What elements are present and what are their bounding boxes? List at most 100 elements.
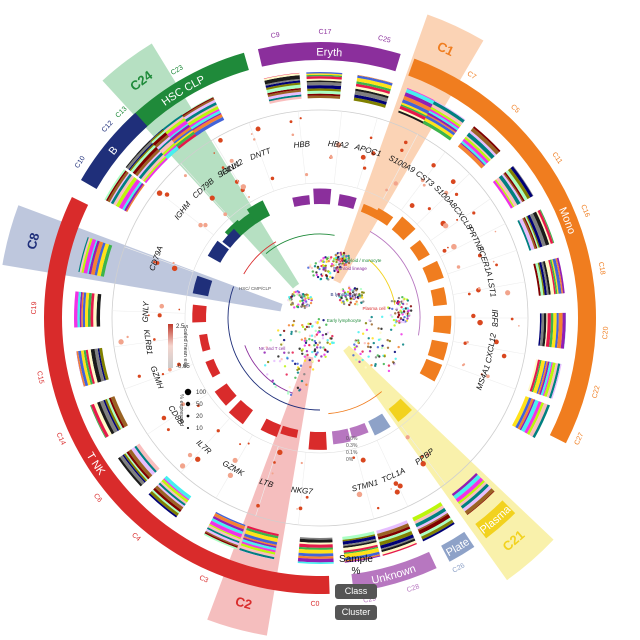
size-legend-dot xyxy=(185,401,191,407)
umap-point xyxy=(346,299,349,302)
composition-band xyxy=(533,360,546,394)
umap-point xyxy=(311,368,315,371)
composition-band xyxy=(403,95,436,114)
gene-label-ltb: LTB xyxy=(258,477,275,490)
umap-point xyxy=(313,265,317,268)
umap-embedding: Erythroid lineage HSC/ CMP/CLP B lymphocyt… xyxy=(239,251,413,397)
umap-point xyxy=(317,317,321,321)
umap-point xyxy=(315,333,319,336)
umap-point xyxy=(338,268,341,271)
expression-dot xyxy=(273,461,276,464)
gene-spoke xyxy=(124,246,194,273)
composition-band xyxy=(181,96,214,116)
composition-band xyxy=(183,99,216,120)
umap-point xyxy=(324,264,327,267)
umap-point xyxy=(281,342,284,345)
composition-band xyxy=(246,527,279,539)
umap-point xyxy=(353,343,356,346)
composition-band xyxy=(465,135,492,160)
sample-percent-bar xyxy=(313,188,332,205)
umap-point xyxy=(390,299,394,303)
umap-point xyxy=(269,339,272,342)
composition-band xyxy=(110,396,128,428)
composition-band xyxy=(496,177,518,207)
gene-label-klrb1: KLRB1 xyxy=(142,329,154,355)
umap-point xyxy=(266,360,270,364)
composition-band xyxy=(204,532,238,548)
expression-dot xyxy=(397,483,403,489)
composition-band xyxy=(540,361,552,396)
umap-point xyxy=(337,294,341,298)
sample-percent-bar xyxy=(427,339,449,361)
composition-band xyxy=(263,73,300,81)
umap-point xyxy=(339,257,342,261)
sample-percent-bar xyxy=(207,240,229,263)
umap-point xyxy=(309,295,312,299)
expression-dot xyxy=(256,503,260,508)
umap-point xyxy=(288,295,291,299)
cluster-label-c15: C15 xyxy=(35,371,45,385)
umap-point xyxy=(286,357,289,360)
umap-point xyxy=(283,365,287,368)
sample-composition-ring xyxy=(73,72,566,564)
umap-point xyxy=(310,266,314,270)
composition-band xyxy=(96,243,110,277)
umap-point xyxy=(361,332,365,335)
umap-point xyxy=(387,369,391,373)
umap-point xyxy=(333,269,336,273)
umap-point xyxy=(265,346,268,349)
composition-band xyxy=(541,261,549,295)
composition-band xyxy=(507,168,531,200)
umap-point xyxy=(344,252,348,255)
umap-point xyxy=(405,302,409,306)
umap-point xyxy=(386,306,390,309)
umap-point xyxy=(299,300,302,303)
umap-point xyxy=(340,296,343,300)
composition-band xyxy=(264,75,300,85)
cluster-label-c17: C17 xyxy=(319,29,332,36)
cluster-button[interactable]: Cluster xyxy=(335,605,377,620)
umap-point xyxy=(360,301,363,304)
cluster-label-c12: C12 xyxy=(101,120,115,134)
umap-point xyxy=(313,340,317,343)
cluster-label-c26: C26 xyxy=(452,562,467,574)
composition-band xyxy=(542,313,547,347)
composition-band xyxy=(512,396,530,428)
composition-band xyxy=(126,451,150,480)
gene-spoke xyxy=(180,418,230,473)
gene-label-apoc1: APOC1 xyxy=(353,142,383,158)
composition-band xyxy=(119,455,145,485)
composition-band xyxy=(344,551,380,561)
umap-point xyxy=(402,307,405,311)
umap-point xyxy=(294,376,297,379)
umap-point xyxy=(341,262,345,265)
composition-band xyxy=(355,83,391,94)
expression-dot xyxy=(356,491,363,498)
cluster-label-c6: C6 xyxy=(92,493,103,504)
class-button[interactable]: Class xyxy=(335,584,377,599)
composition-band xyxy=(164,475,192,500)
composition-band xyxy=(149,490,179,517)
umap-point xyxy=(303,304,306,308)
umap-point xyxy=(315,346,319,349)
sample-percent-bar xyxy=(337,194,357,209)
expression-dot xyxy=(213,152,216,154)
composition-band xyxy=(122,454,146,483)
umap-point xyxy=(395,307,399,310)
cluster-label-c27: C27 xyxy=(574,432,586,447)
composition-band xyxy=(542,261,551,295)
dendrogram-branch xyxy=(243,241,277,275)
composition-band xyxy=(555,258,563,294)
expression-dot xyxy=(393,181,398,186)
umap-point xyxy=(283,351,286,354)
composition-band xyxy=(537,209,554,244)
expression-dot xyxy=(240,184,247,190)
expression-dot xyxy=(157,313,162,318)
composition-band xyxy=(430,106,461,128)
expression-dot xyxy=(299,117,302,120)
umap-point xyxy=(321,260,324,263)
cluster-label-c16: C16 xyxy=(579,204,590,219)
cluster-label-c25: C25 xyxy=(377,35,391,45)
composition-band xyxy=(130,145,156,173)
composition-band xyxy=(354,94,387,105)
